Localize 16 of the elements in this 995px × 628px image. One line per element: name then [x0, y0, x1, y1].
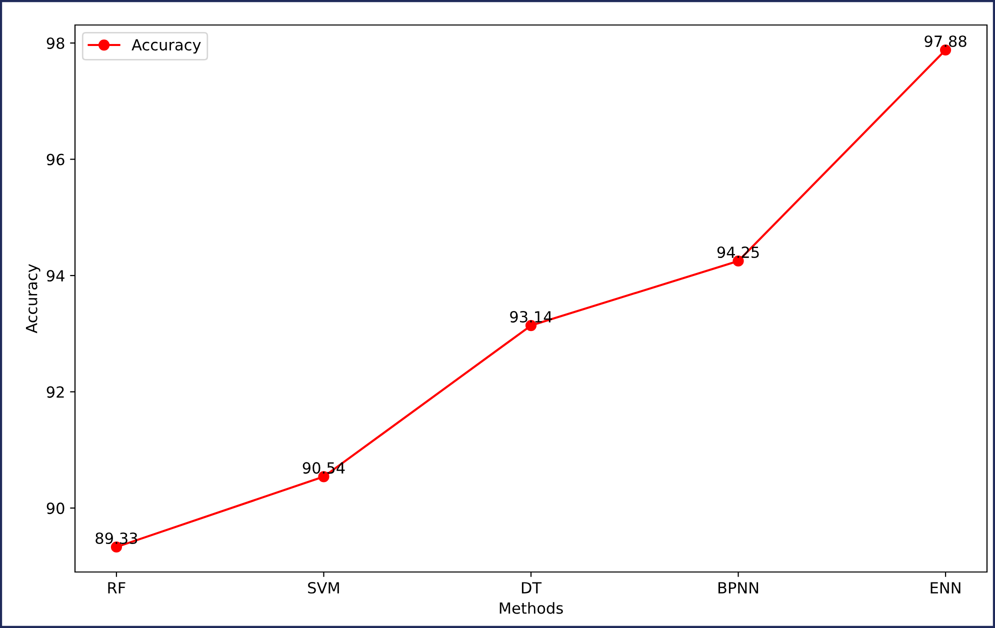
y-tick-label: 96 [46, 154, 64, 166]
y-tick-label: 92 [46, 386, 64, 398]
data-label: 93.14 [510, 311, 552, 323]
data-label: 89.33 [96, 532, 138, 544]
y-tick-label: 90 [46, 502, 64, 514]
x-tick-label: ENN [930, 582, 960, 594]
x-tick-label: RF [108, 582, 126, 594]
y-tick-label: 98 [46, 37, 64, 50]
legend-label: Accuracy [132, 39, 201, 54]
data-label: 97.88 [924, 35, 966, 48]
x-tick-label: BPNN [718, 582, 758, 594]
y-axis-title: Accuracy [26, 264, 40, 334]
y-tick-label: 94 [46, 270, 64, 282]
x-tick-label: SVM [308, 582, 339, 594]
x-axis-title: Methods [500, 602, 563, 614]
x-tick-label: DT [522, 582, 542, 594]
